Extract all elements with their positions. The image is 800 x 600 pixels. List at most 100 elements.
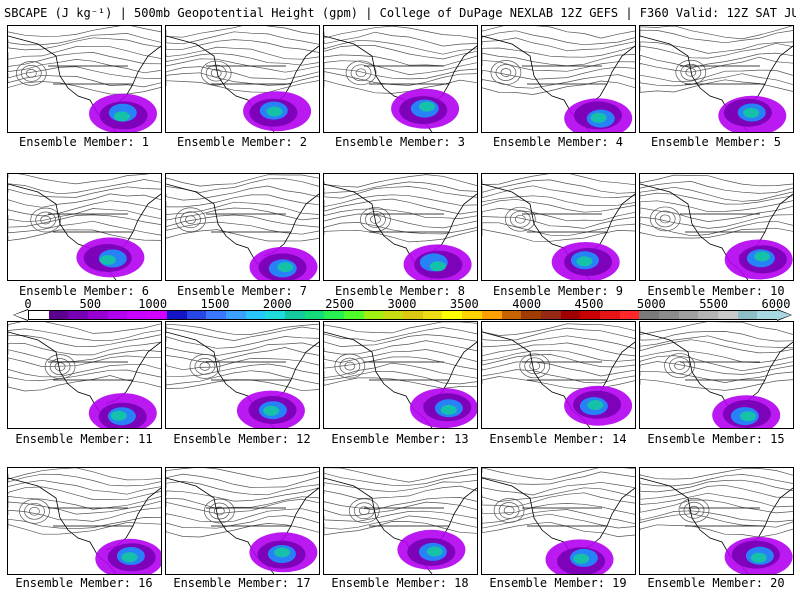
ensemble-member-label: Ensemble Member: 1 (18, 135, 150, 149)
closed-low-contour (524, 357, 546, 375)
height-contour (482, 30, 635, 46)
height-contour (640, 56, 793, 73)
height-contour (166, 185, 319, 201)
closed-low-contour (180, 211, 201, 229)
height-contour (640, 26, 793, 40)
ensemble-member-label: Ensemble Member: 16 (15, 576, 153, 590)
height-contour (482, 222, 635, 237)
height-contour (8, 517, 161, 530)
member-map (166, 26, 319, 132)
height-contour (640, 29, 793, 44)
height-contour (166, 487, 319, 502)
height-contour (8, 81, 161, 95)
closed-low-contour (345, 60, 377, 86)
ensemble-member-label: Ensemble Member: 12 (173, 432, 311, 446)
height-contour (640, 378, 793, 391)
colorbar-segment (265, 311, 285, 319)
height-contour (166, 214, 319, 228)
cape-shading (750, 552, 767, 563)
cape-shading (113, 111, 130, 122)
height-contour (324, 174, 477, 188)
closed-low-contour (29, 506, 40, 516)
height-contour (324, 468, 477, 483)
height-contour (8, 486, 161, 500)
member-map (324, 174, 477, 280)
height-contour (324, 472, 477, 486)
colorbar-tick-label: 4000 (512, 297, 542, 311)
height-contour (166, 323, 319, 335)
member-map (640, 468, 793, 574)
ensemble-member-label: Ensemble Member: 7 (176, 284, 308, 298)
ensemble-member-panel (639, 25, 794, 133)
member-map (8, 174, 161, 280)
colorbar-segment (422, 311, 443, 319)
height-contour (640, 361, 793, 375)
height-contour (640, 174, 793, 187)
closed-low-contour (688, 505, 700, 515)
height-contour (324, 362, 477, 379)
ensemble-member-panel (165, 321, 320, 429)
closed-low-contour (35, 211, 57, 229)
closed-low-contour (19, 498, 50, 524)
closed-low-contour (210, 68, 222, 78)
ensemble-member-label: Ensemble Member: 8 (334, 284, 466, 298)
closed-low-contour (529, 361, 541, 371)
height-contour (482, 323, 635, 336)
coastline (640, 35, 793, 132)
cape-shading (277, 262, 294, 273)
colorbar-segment (304, 311, 325, 319)
cape-shading (576, 256, 593, 267)
height-contour (324, 322, 477, 334)
height-contour (640, 335, 793, 349)
closed-low-contour (514, 214, 526, 224)
height-contour (482, 342, 635, 357)
height-contour (8, 375, 161, 392)
ensemble-member-panel (639, 321, 794, 429)
colorbar-tick-label: 2500 (325, 297, 355, 311)
height-contour (640, 322, 793, 335)
height-contour (324, 194, 477, 208)
closed-low-contour (199, 362, 211, 371)
closed-low-contour (25, 68, 37, 78)
height-contour (166, 342, 319, 357)
cape-shading (429, 261, 446, 272)
height-contour (482, 46, 635, 58)
cape-shading (740, 411, 756, 422)
height-contour (166, 496, 319, 509)
member-map (166, 174, 319, 280)
colorbar-segment (462, 311, 482, 319)
ensemble-member-label: Ensemble Member: 15 (647, 432, 785, 446)
member-map (8, 468, 161, 574)
height-contour (324, 54, 477, 67)
closed-low-contour (175, 207, 206, 233)
colorbar-tick-label: 2000 (262, 297, 292, 311)
colorbar-tick-label: 1000 (138, 297, 168, 311)
height-contour (8, 496, 161, 510)
colorbar-segment (718, 311, 738, 319)
height-contour (482, 509, 635, 525)
cape-shading (110, 410, 127, 421)
closed-low-contour (509, 210, 531, 228)
height-contour (482, 349, 635, 362)
colorbar-tick-label: 1500 (200, 297, 230, 311)
colorbar-segment (225, 311, 246, 319)
member-map (166, 468, 319, 574)
colorbar-segment (68, 311, 89, 319)
height-contour (166, 347, 319, 362)
height-contour (482, 369, 635, 384)
height-contour (166, 72, 319, 86)
member-map (8, 322, 161, 428)
height-contour (324, 377, 477, 389)
height-contour (324, 186, 477, 199)
height-contour (8, 355, 161, 367)
closed-low-contour (204, 498, 235, 524)
height-contour (640, 192, 793, 205)
closed-low-contour (40, 215, 52, 225)
height-contour (166, 80, 319, 93)
height-contour (8, 59, 161, 74)
closed-low-contour (185, 215, 196, 225)
ensemble-member-panel (639, 467, 794, 575)
closed-low-contour (355, 68, 367, 78)
closed-low-contour (495, 64, 517, 81)
closed-low-contour (360, 207, 391, 232)
